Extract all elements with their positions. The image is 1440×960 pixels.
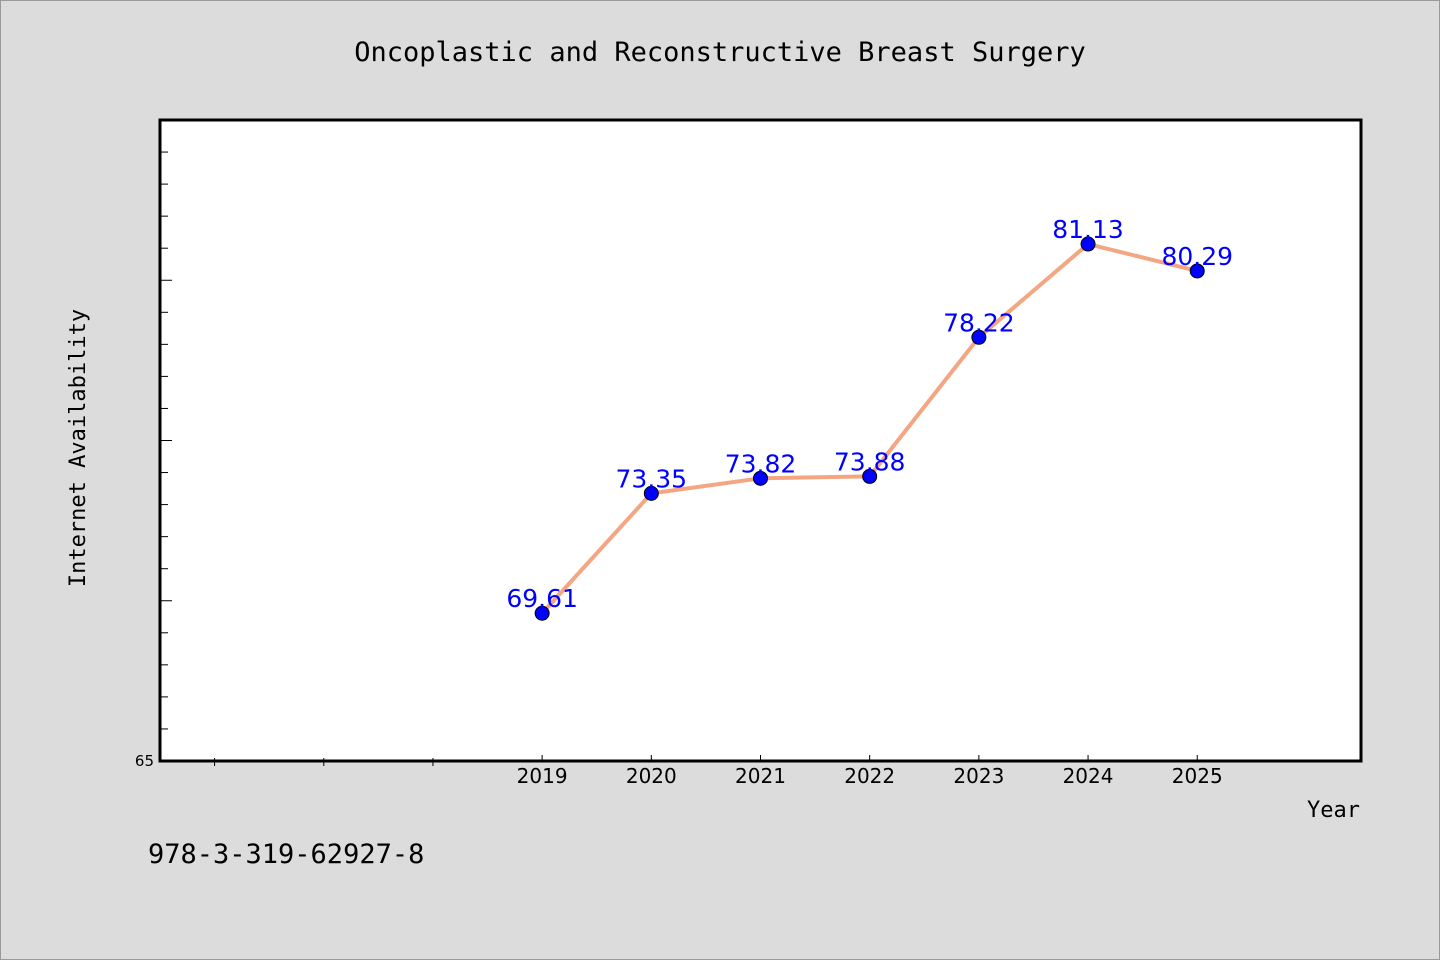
x-tick-label: 2020 (626, 764, 677, 788)
x-tick-label: 2019 (517, 764, 568, 788)
y-axis-label: Internet Availability (66, 309, 91, 587)
data-point-marker (643, 485, 659, 501)
data-point-label: 73.88 (834, 447, 906, 476)
x-tick-label: 2025 (1172, 764, 1223, 788)
x-tick-label: 2024 (1063, 764, 1114, 788)
data-point-marker (971, 329, 987, 345)
x-tick-label: 2021 (735, 764, 786, 788)
data-point-marker (1189, 263, 1205, 279)
data-point-label: 73.82 (725, 449, 797, 478)
data-label-group: 69.61 73.35 73.82 73.88 78.22 81.13 80.29 (506, 215, 1233, 613)
x-axis-ticks: 2019 2020 2021 2022 2023 2024 2025 (517, 755, 1223, 788)
data-point-marker (1080, 236, 1096, 252)
data-point-label: 73.35 (616, 464, 688, 493)
x-tick-label: 2022 (844, 764, 895, 788)
isbn-text: 978-3-319-62927-8 (148, 839, 424, 870)
y-axis-ticks: 65 (135, 752, 154, 770)
marker-group (534, 236, 1205, 621)
chart-title: Oncoplastic and Reconstructive Breast Su… (354, 37, 1086, 68)
x-tick-label: 2023 (953, 764, 1004, 788)
data-point-marker (862, 468, 878, 484)
data-point-label: 69.61 (506, 584, 578, 613)
x-axis-minor-ticks (214, 758, 434, 766)
plot-area (158, 118, 1363, 763)
data-point-label: 78.22 (943, 308, 1015, 337)
y-axis-minor-ticks (160, 151, 172, 730)
data-point-marker (753, 470, 768, 486)
y-tick-label: 65 (135, 752, 154, 770)
data-point-label: 80.29 (1161, 242, 1233, 271)
data-point-label: 81.13 (1052, 215, 1124, 244)
data-point-marker (534, 605, 550, 621)
x-axis-label: Year (1307, 798, 1360, 823)
